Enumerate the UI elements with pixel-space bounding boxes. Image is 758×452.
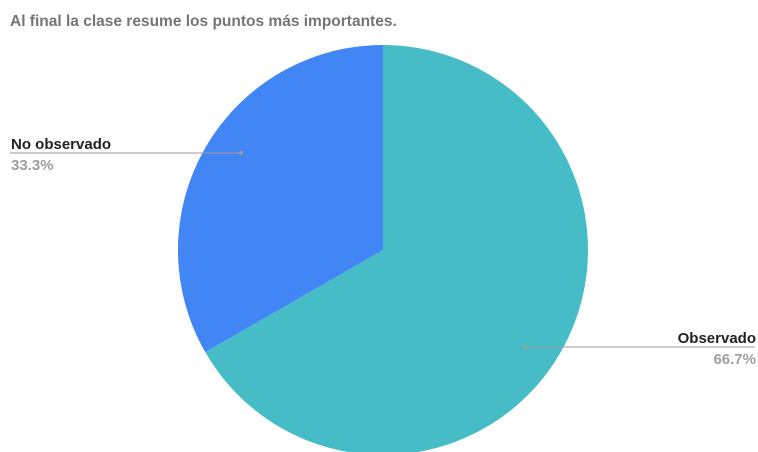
slice-label: No observado — [11, 136, 111, 153]
pie-slices — [177, 45, 588, 452]
pie-slice-no-observado — [177, 45, 383, 353]
slice-label: Observado — [678, 330, 756, 347]
leader-dot — [239, 151, 244, 155]
leader-dot — [522, 345, 527, 349]
leader-lines — [10, 151, 755, 349]
pie-slice-observado — [205, 45, 588, 452]
slice-percent-label: 66.7% — [713, 351, 756, 368]
slice-percent-label: 33.3% — [11, 157, 54, 174]
slice-labels: Observado 66.7% No observado 33.3% — [11, 136, 756, 368]
chart-title: Al final la clase resume los puntos más … — [10, 13, 397, 30]
